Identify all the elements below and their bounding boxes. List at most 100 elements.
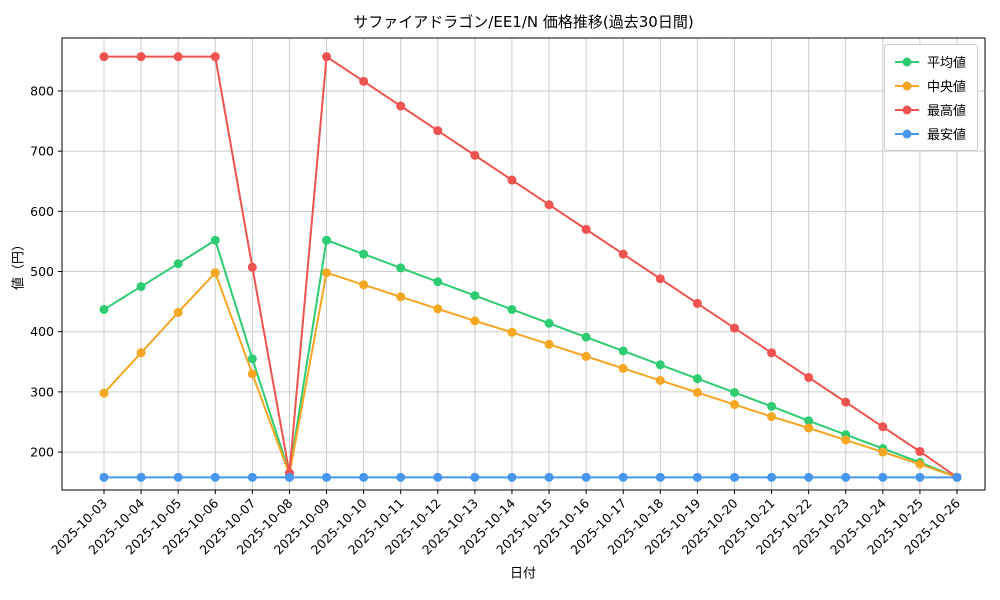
data-point-median xyxy=(655,375,665,385)
data-point-median xyxy=(210,268,220,278)
legend-item-median: 中央値 xyxy=(894,76,966,95)
series-max xyxy=(99,52,962,482)
data-point-median xyxy=(433,304,443,314)
data-point-median xyxy=(729,400,739,410)
data-point-min xyxy=(952,472,962,482)
series-line-median xyxy=(103,271,958,479)
data-point-max xyxy=(433,126,443,136)
legend-marker-min xyxy=(894,129,919,138)
data-point-max xyxy=(173,52,183,62)
data-point-average xyxy=(396,263,406,273)
legend-item-average: 平均値 xyxy=(894,52,966,71)
data-point-max xyxy=(841,397,851,407)
data-point-max xyxy=(396,101,406,111)
y-tick-label: 600 xyxy=(30,204,54,219)
data-point-average xyxy=(767,401,777,411)
series-average xyxy=(99,235,962,482)
data-point-median xyxy=(544,339,554,349)
series-line-average xyxy=(103,239,958,479)
legend-marker-average xyxy=(894,57,919,66)
y-tick-label: 500 xyxy=(30,264,54,279)
data-point-median xyxy=(322,268,332,278)
data-point-max xyxy=(247,262,257,272)
data-point-max xyxy=(767,348,777,358)
data-point-min xyxy=(284,472,294,482)
plot-border xyxy=(61,37,986,491)
data-point-median xyxy=(173,307,183,317)
data-point-max xyxy=(804,372,814,382)
data-point-max xyxy=(729,323,739,333)
y-tick-label: 300 xyxy=(30,384,54,399)
data-point-median xyxy=(692,387,702,397)
data-point-average xyxy=(322,235,332,245)
data-point-max xyxy=(915,446,925,456)
data-point-min xyxy=(99,472,109,482)
legend-label-max: 最高値 xyxy=(926,104,966,119)
data-point-average xyxy=(655,360,665,370)
data-point-min xyxy=(878,472,888,482)
data-point-max xyxy=(581,224,591,234)
data-point-median xyxy=(618,363,628,373)
data-point-average xyxy=(433,277,443,287)
data-point-median xyxy=(915,459,925,469)
y-tick-label: 400 xyxy=(30,324,54,339)
data-point-min xyxy=(804,472,814,482)
series-median xyxy=(99,268,962,482)
data-point-average xyxy=(692,374,702,384)
data-point-median xyxy=(359,280,369,290)
data-point-median xyxy=(99,388,109,398)
data-point-max xyxy=(655,274,665,284)
data-point-min xyxy=(507,472,517,482)
data-point-min xyxy=(136,472,146,482)
data-point-min xyxy=(655,472,665,482)
data-point-average xyxy=(729,387,739,397)
data-point-min xyxy=(359,472,369,482)
data-point-max xyxy=(99,52,109,62)
data-point-min xyxy=(433,472,443,482)
y-tick-label: 700 xyxy=(30,144,54,159)
data-point-min xyxy=(210,472,220,482)
legend-label-median: 中央値 xyxy=(926,80,966,95)
chart-title: サファイアドラゴン/EE1/N 価格推移(過去30日間) xyxy=(353,13,694,31)
data-point-average xyxy=(581,332,591,342)
data-point-average xyxy=(247,354,257,364)
data-point-median xyxy=(396,292,406,302)
data-point-min xyxy=(247,472,257,482)
legend-marker-median xyxy=(894,81,919,90)
data-point-max xyxy=(507,175,517,185)
data-point-min xyxy=(915,472,925,482)
data-point-max xyxy=(359,76,369,86)
data-point-average xyxy=(470,291,480,301)
data-point-average xyxy=(99,304,109,314)
data-point-max xyxy=(210,52,220,62)
data-point-average xyxy=(544,318,554,328)
data-point-average xyxy=(507,304,517,314)
series-line-max xyxy=(104,55,958,479)
legend-item-min: 最安値 xyxy=(894,124,966,143)
data-point-max xyxy=(322,52,332,62)
data-point-max xyxy=(878,422,888,432)
data-point-max xyxy=(544,200,554,210)
y-tick-label: 200 xyxy=(30,445,54,460)
data-point-min xyxy=(767,472,777,482)
data-point-median xyxy=(804,423,814,433)
data-point-average xyxy=(210,235,220,245)
data-point-max xyxy=(136,52,146,62)
data-point-min xyxy=(581,472,591,482)
data-point-min xyxy=(841,472,851,482)
data-point-min xyxy=(729,472,739,482)
data-point-min xyxy=(173,472,183,482)
data-point-median xyxy=(581,351,591,361)
y-tick-label: 800 xyxy=(30,83,54,98)
legend-marker-max xyxy=(894,105,919,114)
data-point-median xyxy=(136,348,146,358)
legend-label-min: 最安値 xyxy=(926,128,966,143)
data-point-min xyxy=(470,472,480,482)
data-point-average xyxy=(618,346,628,356)
data-point-median xyxy=(841,435,851,445)
y-axis-label: 値（円） xyxy=(11,237,27,291)
legend-label-average: 平均値 xyxy=(926,56,966,71)
data-point-average xyxy=(804,416,814,426)
x-axis-label: 日付 xyxy=(509,566,537,582)
